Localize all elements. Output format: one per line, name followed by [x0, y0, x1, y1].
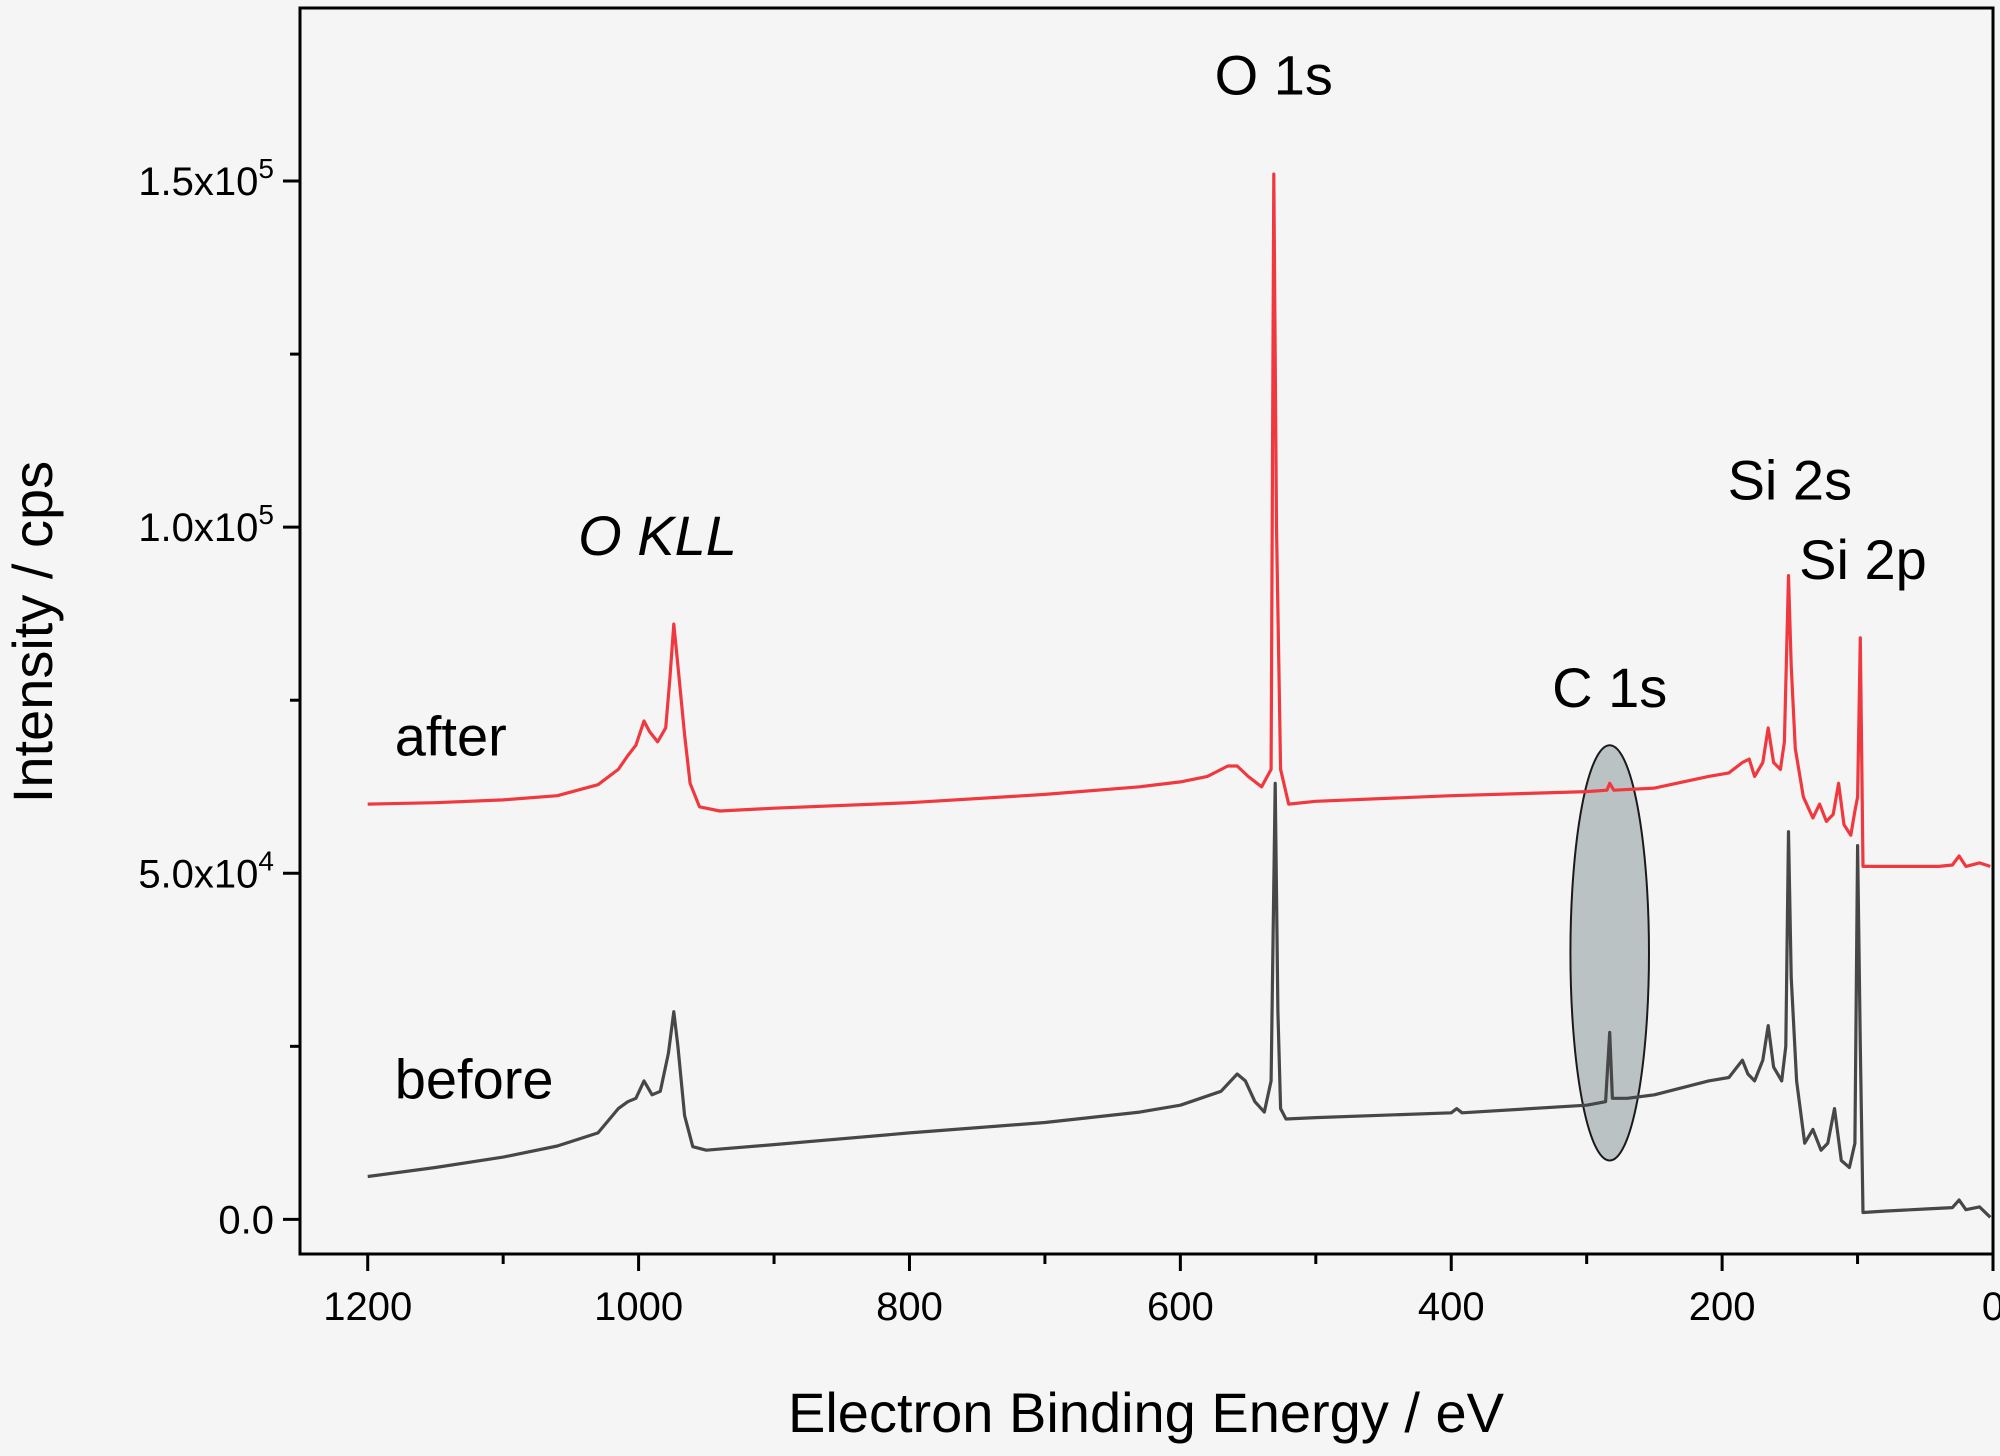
- y-axis-title: Intensity / cps: [1, 461, 64, 803]
- series-line-before: [367, 781, 1992, 1219]
- text-layer: 1200 1000 800 600 400 200 0 0.0 5.0x104 1.0x105 1.…: [138, 44, 2000, 1329]
- series-label-after: after: [395, 705, 507, 768]
- y-tick-label: 0.0: [218, 1198, 274, 1242]
- series-layer: [367, 172, 1992, 1219]
- x-axis-title: Electron Binding Energy / eV: [788, 1381, 1505, 1444]
- y-tick-label: 1.0x105: [138, 499, 274, 550]
- x-tick-label: 600: [1147, 1285, 1214, 1329]
- series-label-before: before: [395, 1047, 554, 1110]
- peak-label: Si 2s: [1728, 448, 1853, 511]
- y-tick-label: 1.5x105: [138, 153, 274, 204]
- peak-label: Si 2p: [1799, 528, 1927, 591]
- c1s-highlight-ellipse: [1569, 744, 1650, 1162]
- x-tick-label: 1200: [323, 1285, 412, 1329]
- x-tick-label: 200: [1689, 1285, 1756, 1329]
- plot-frame: [298, 6, 1995, 1256]
- y-tick-label: 5.0x104: [138, 845, 274, 896]
- axes-layer: [283, 6, 1995, 1271]
- peak-label: O KLL: [578, 504, 737, 567]
- x-tick-label: 400: [1418, 1285, 1485, 1329]
- peak-label: C 1s: [1552, 656, 1667, 719]
- x-tick-label: 1000: [594, 1285, 683, 1329]
- x-tick-label: 0: [1982, 1285, 2000, 1329]
- series-line-after: [367, 172, 1991, 869]
- highlight-layer: [1569, 744, 1650, 1162]
- peak-label: O 1s: [1215, 44, 1333, 107]
- x-tick-label: 800: [876, 1285, 943, 1329]
